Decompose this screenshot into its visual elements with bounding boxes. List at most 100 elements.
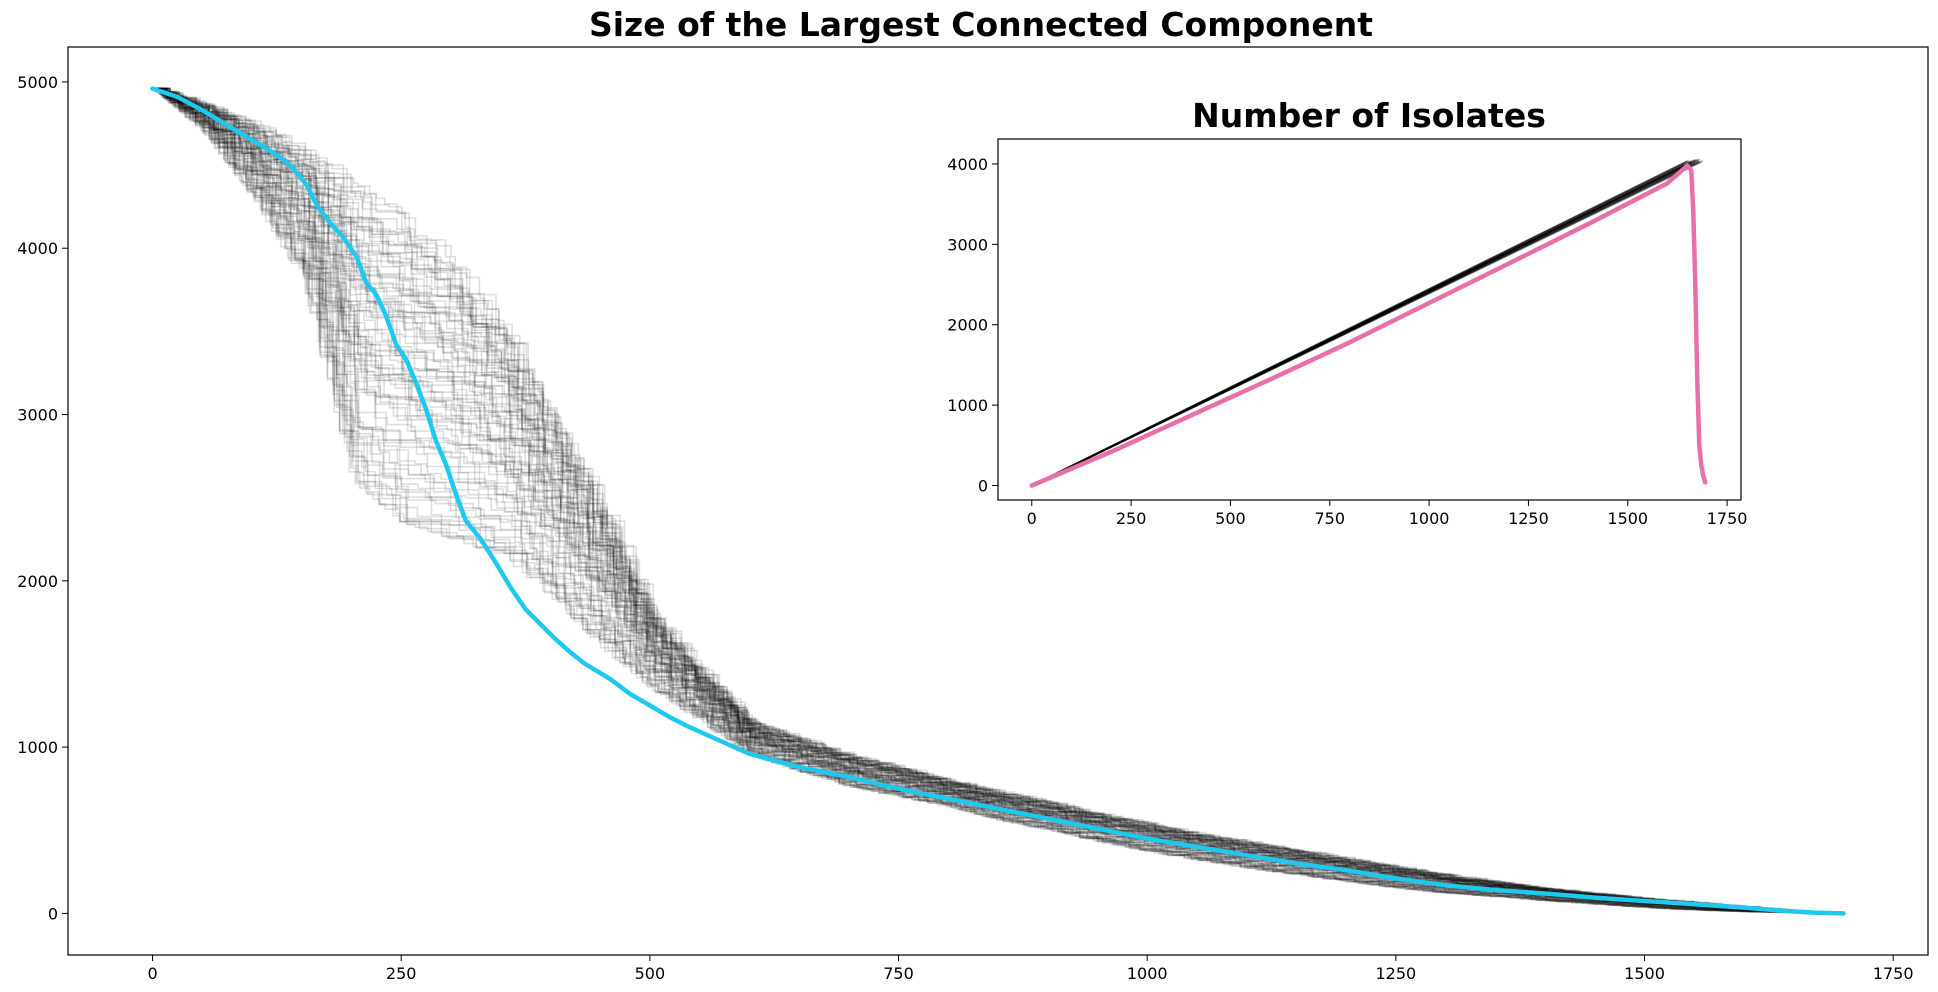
inset-chart-y-ticks: 0 1000 2000 3000 4000	[947, 155, 998, 496]
main-chart-ensemble-line	[152, 87, 1845, 914]
main-chart-ensemble-line	[152, 87, 1845, 914]
main-chart-y-tick-label: 1000	[17, 738, 58, 757]
main-chart-y-ticks: 0 1000 2000 3000 4000 5000	[17, 73, 68, 923]
main-chart-ensemble-line	[152, 87, 1845, 915]
main-chart-ensemble-line	[152, 87, 1845, 914]
inset-chart-x-tick-label: 1750	[1707, 509, 1748, 528]
main-chart-ensemble-line	[152, 87, 1845, 915]
inset-chart-ensemble-line	[1031, 160, 1688, 487]
inset-chart-ensemble-line	[1031, 162, 1693, 487]
main-chart-ensemble-line	[152, 87, 1845, 914]
main-chart-ensemble-line	[152, 87, 1845, 915]
inset-chart-x-tick-label: 0	[1027, 509, 1037, 528]
inset-chart-ensemble-line	[1031, 158, 1696, 487]
inset-chart-ensemble-line	[1031, 162, 1696, 487]
inset-chart-ensemble-line	[1031, 159, 1689, 487]
main-chart-ensemble-line	[152, 87, 1845, 915]
main-chart: Size of the Largest Connected Component …	[17, 5, 1929, 983]
inset-chart-ensemble-line	[1031, 157, 1701, 487]
main-chart-x-tick-label: 1750	[1873, 964, 1914, 983]
inset-chart-lines	[1029, 157, 1708, 488]
main-chart-ensemble-line	[152, 87, 1845, 914]
main-chart-ensemble-line	[152, 87, 1845, 914]
inset-chart-ensemble-line	[1031, 160, 1700, 487]
main-chart-ensemble-line	[152, 87, 1845, 914]
inset-chart-ensemble-line	[1031, 163, 1690, 487]
main-chart-ensemble-line	[152, 87, 1845, 914]
main-chart-ensemble-line	[152, 87, 1845, 915]
inset-chart-ensemble-line	[1031, 161, 1687, 487]
inset-chart-y-tick-label: 0	[978, 477, 988, 496]
main-chart-frame	[67, 46, 1929, 956]
inset-chart-title: Number of Isolates	[1192, 96, 1546, 135]
inset-chart-ensemble-line	[1031, 160, 1688, 487]
inset-chart-ensemble-line	[1031, 159, 1698, 487]
inset-chart-x-tick-label: 250	[1116, 509, 1147, 528]
inset-chart: Number of Isolates 0 250 500 750 1000 1250 150…	[947, 96, 1747, 528]
main-chart-ensemble-line	[152, 87, 1845, 915]
main-chart-title: Size of the Largest Connected Component	[589, 5, 1373, 44]
main-chart-ensemble-line	[152, 87, 1844, 915]
inset-chart-ensemble-line	[1031, 160, 1700, 487]
inset-chart-ensemble-line	[1031, 161, 1693, 487]
main-chart-ensemble-line	[152, 87, 1845, 915]
main-chart-ensemble-line	[152, 87, 1845, 915]
main-chart-x-tick-label: 1250	[1376, 964, 1417, 983]
inset-chart-ensemble-line	[1031, 160, 1691, 487]
main-chart-ensemble-line	[152, 87, 1845, 914]
main-chart-x-tick-label: 250	[386, 964, 417, 983]
inset-chart-y-tick-label: 2000	[947, 316, 988, 335]
inset-chart-frame	[997, 138, 1742, 501]
inset-chart-ensemble-line	[1031, 158, 1698, 487]
main-chart-ensemble-line	[152, 87, 1844, 915]
main-chart-ensemble-line	[152, 87, 1844, 915]
main-chart-ensemble-line	[152, 87, 1845, 914]
inset-chart-ensemble-line	[1031, 159, 1696, 487]
inset-chart-ensemble-line	[1031, 159, 1697, 487]
main-chart-ensemble-line	[152, 87, 1845, 915]
inset-chart-x-tick-label: 500	[1215, 509, 1246, 528]
main-chart-ensemble-line	[152, 87, 1845, 914]
inset-chart-ensemble-line	[1031, 160, 1692, 487]
inset-chart-ensemble-line	[1031, 162, 1691, 487]
inset-chart-ensemble-line	[1031, 159, 1696, 487]
inset-chart-ensemble-line	[1031, 160, 1692, 487]
inset-chart-ensemble-line	[1031, 162, 1686, 487]
inset-chart-y-tick-label: 3000	[947, 235, 988, 254]
inset-chart-background	[998, 139, 1741, 500]
inset-chart-ensemble-line	[1031, 159, 1703, 487]
main-chart-ensemble-line	[152, 87, 1845, 915]
main-chart-ensemble-line	[152, 87, 1844, 915]
main-chart-x-tick-label: 1500	[1624, 964, 1665, 983]
main-chart-y-tick-label: 4000	[17, 239, 58, 258]
inset-chart-x-ticks: 0 250 500 750 1000 1250 1500 1750	[1027, 500, 1748, 528]
inset-chart-ensemble-line	[1031, 161, 1701, 487]
main-chart-ensemble-line	[152, 87, 1844, 915]
inset-chart-ensemble-line	[1031, 161, 1702, 487]
main-chart-ensemble-line	[152, 87, 1845, 915]
main-chart-y-tick-label: 0	[48, 904, 58, 923]
main-chart-ensemble-line	[152, 87, 1844, 915]
inset-chart-ensemble-line	[1031, 162, 1693, 487]
main-chart-ensemble-line	[152, 87, 1844, 915]
inset-chart-ensemble-line	[1031, 160, 1699, 487]
inset-chart-ensemble-line	[1031, 160, 1704, 487]
inset-chart-ensemble-line	[1031, 164, 1685, 487]
main-chart-ensemble-line	[152, 87, 1845, 915]
main-chart-ensemble-line	[152, 87, 1845, 915]
inset-chart-ensemble-line	[1031, 163, 1689, 487]
main-chart-x-tick-label: 500	[635, 964, 666, 983]
main-chart-ensemble-line	[152, 87, 1845, 915]
main-chart-ensemble-line	[152, 87, 1844, 915]
main-chart-y-tick-label: 3000	[17, 406, 58, 425]
inset-chart-ensemble-line	[1031, 163, 1684, 487]
main-chart-ensemble-line	[152, 87, 1845, 915]
inset-chart-ensemble-line	[1031, 159, 1700, 487]
main-chart-x-ticks: 0 250 500 750 1000 1250 1500 1750	[147, 955, 1914, 983]
inset-chart-ensemble-line	[1031, 159, 1690, 487]
main-chart-ensemble-line	[152, 87, 1845, 914]
main-chart-ensemble-line	[152, 87, 1845, 915]
inset-chart-ensemble-line	[1031, 161, 1702, 487]
main-chart-ensemble-line	[152, 87, 1845, 914]
